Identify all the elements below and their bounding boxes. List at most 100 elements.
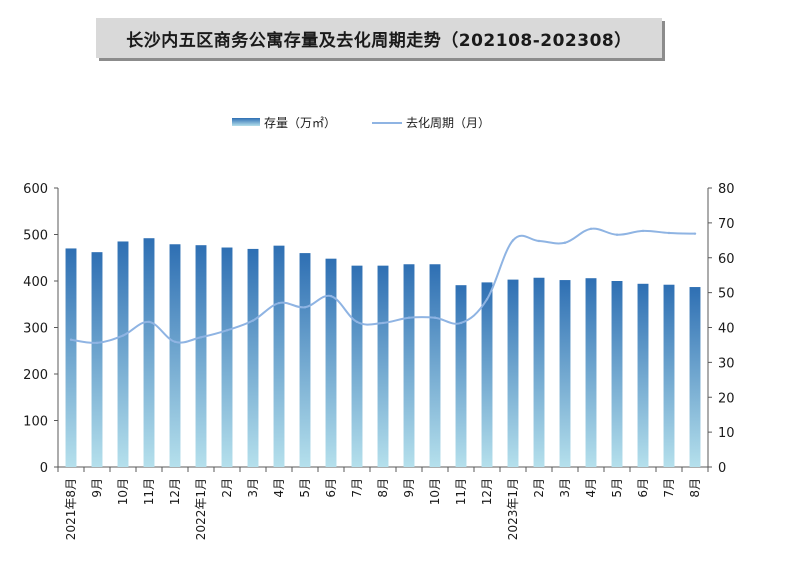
y-right-tick-label: 0 <box>718 461 726 476</box>
y-left-tick-label: 600 <box>23 182 48 197</box>
bar <box>273 245 285 467</box>
bar <box>351 265 363 467</box>
bar-series <box>65 238 701 467</box>
x-tick-label: 4月 <box>272 478 286 498</box>
x-tick-label: 2022年1月 <box>194 478 208 540</box>
line-point <box>277 301 281 305</box>
line-point <box>537 239 541 243</box>
x-tick-label: 11月 <box>142 478 156 505</box>
x-tick-label: 5月 <box>610 478 624 498</box>
bar <box>299 253 311 467</box>
x-tick-label: 12月 <box>168 478 182 505</box>
bar <box>247 248 259 467</box>
x-tick-label: 2月 <box>532 478 546 498</box>
line-series <box>69 227 697 345</box>
line-point <box>303 306 307 309</box>
line-point <box>615 233 619 236</box>
bar <box>195 245 207 467</box>
line-point <box>173 340 177 343</box>
y-left-tick-label: 400 <box>23 275 48 290</box>
y-left-tick-label: 200 <box>23 368 48 383</box>
y-right-tick-label: 80 <box>718 182 735 197</box>
line-point <box>485 298 489 301</box>
bar <box>559 280 571 467</box>
line-point <box>355 320 359 324</box>
line-point <box>459 321 463 325</box>
x-tick-label: 4月 <box>584 478 598 498</box>
x-axis-ticks: 2021年8月 9月 10月 11月 12月 2022年1月 2月 3月 4月 5月 6月 7月 8月 9… <box>57 467 709 540</box>
x-tick-label: 10月 <box>116 478 130 505</box>
bar <box>403 264 415 467</box>
line-point <box>121 334 125 337</box>
line-point <box>251 319 255 322</box>
y-right-tick-label: 30 <box>718 356 735 371</box>
bar <box>611 281 623 467</box>
x-tick-label: 9月 <box>402 478 416 498</box>
x-tick-label: 11月 <box>454 478 468 505</box>
chart-title-box: 长沙内五区商务公寓存量及去化周期走势（202108-202308） <box>96 18 662 58</box>
x-tick-label: 7月 <box>662 478 676 498</box>
bar <box>169 244 181 467</box>
y-left-tick-label: 500 <box>23 229 48 244</box>
x-tick-label: 2023年1月 <box>506 478 520 540</box>
line-point <box>589 227 593 231</box>
bar <box>663 284 675 467</box>
bar <box>507 279 519 467</box>
line-point <box>147 320 151 324</box>
bar <box>585 278 597 467</box>
x-tick-label: 8月 <box>376 478 390 498</box>
y-axis-right-ticks: 0 10 20 30 40 50 60 70 80 <box>708 182 735 476</box>
line-point <box>641 229 645 233</box>
x-tick-label: 2月 <box>220 478 234 498</box>
line-point <box>667 231 671 235</box>
bar <box>481 282 493 467</box>
x-tick-label: 3月 <box>558 478 572 498</box>
bar <box>455 285 467 467</box>
line-point <box>563 241 567 244</box>
bar <box>143 238 155 467</box>
y-left-tick-label: 300 <box>23 322 48 337</box>
legend-bar-swatch <box>232 118 260 126</box>
legend-line-label: 去化周期（月） <box>406 116 490 130</box>
x-tick-label: 8月 <box>688 478 702 498</box>
y-right-tick-label: 70 <box>718 217 735 232</box>
line-point <box>199 336 203 339</box>
y-left-tick-label: 100 <box>23 415 48 430</box>
y-axis-left-ticks: 0 100 200 300 400 500 600 <box>23 182 58 476</box>
bar <box>221 247 233 467</box>
x-tick-label: 6月 <box>324 478 338 498</box>
bar <box>637 283 649 467</box>
y-right-tick-label: 10 <box>718 426 735 441</box>
y-left-tick-label: 0 <box>40 461 48 476</box>
legend: 存量（万㎡） 去化周期（月） <box>232 116 490 130</box>
bar <box>689 287 701 467</box>
y-right-tick-label: 60 <box>718 252 735 267</box>
x-tick-label: 6月 <box>636 478 650 498</box>
bar <box>377 265 389 467</box>
y-right-tick-label: 50 <box>718 287 735 302</box>
bar <box>429 264 441 467</box>
line-point <box>225 329 229 332</box>
x-tick-label: 5月 <box>298 478 312 498</box>
line-point <box>381 321 385 325</box>
line-point <box>433 316 437 319</box>
bar <box>91 252 103 467</box>
chart-title: 长沙内五区商务公寓存量及去化周期走势（202108-202308） <box>126 30 632 51</box>
line-point <box>407 316 411 319</box>
line-point <box>511 239 515 242</box>
y-right-tick-label: 40 <box>718 322 735 337</box>
x-tick-label: 7月 <box>350 478 364 498</box>
x-tick-label: 9月 <box>90 478 104 498</box>
bar <box>533 277 545 467</box>
line-point <box>69 338 73 341</box>
bar <box>325 258 337 467</box>
bar <box>65 248 77 467</box>
x-tick-label: 12月 <box>480 478 494 505</box>
y-right-tick-label: 20 <box>718 391 735 406</box>
line-point <box>95 341 99 345</box>
x-tick-label: 2021年8月 <box>64 478 78 540</box>
line-point <box>693 232 697 235</box>
legend-bar-label: 存量（万㎡） <box>264 116 336 130</box>
x-tick-label: 3月 <box>246 478 260 498</box>
